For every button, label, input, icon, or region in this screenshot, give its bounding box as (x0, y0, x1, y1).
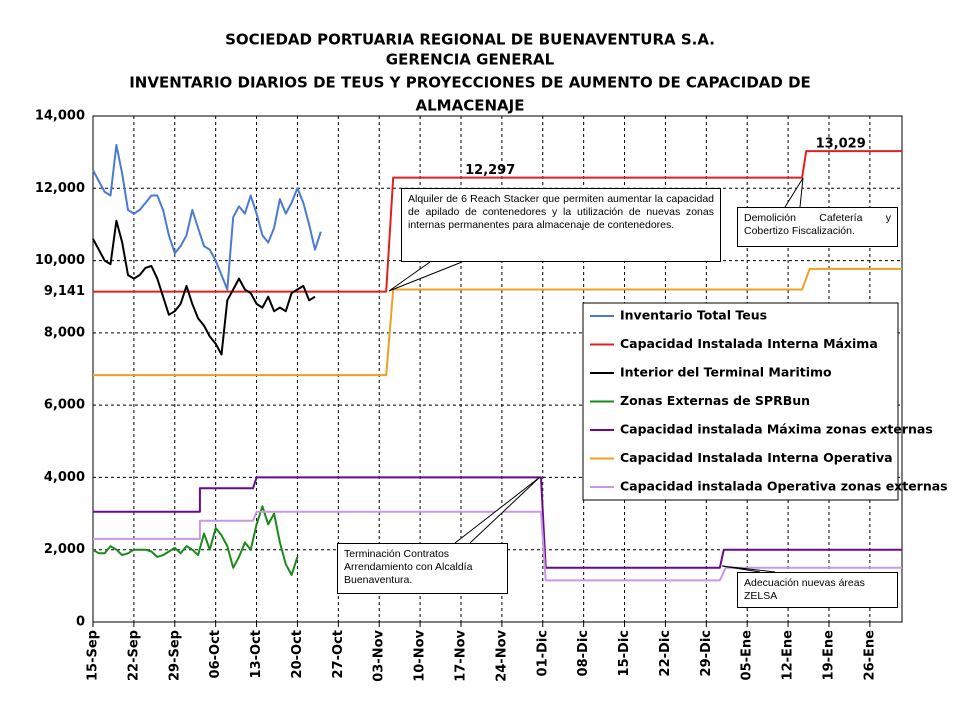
callout-pointer (388, 261, 463, 292)
plot-frame (92, 115, 903, 623)
y-tick-label: 2,000 (44, 542, 85, 557)
x-tick-label: 10-Nov (413, 629, 428, 681)
chart-title: INVENTARIO DIARIOS DE TEUS Y PROYECCIONE… (129, 74, 811, 92)
legend-label: Capacidad Instalada Interna Máxima (620, 336, 878, 351)
chart-title: SOCIEDAD PORTUARIA REGIONAL DE BUENAVENT… (225, 31, 715, 49)
x-tick-label: 15-Dic (617, 630, 632, 676)
x-tick-label: 17-Nov (453, 629, 468, 681)
chart-title: ALMACENAJE (416, 97, 525, 115)
callout: Terminación Contratos Arrendamiento con … (337, 543, 508, 594)
y-tick-label: 0 (76, 615, 85, 630)
legend-box (582, 302, 899, 501)
series-line (93, 267, 902, 377)
legend-label: Capacidad Instalada Interna Operativa (620, 450, 893, 465)
x-tick-label: 12-Ene (781, 630, 796, 681)
x-tick-label: 05-Ene (740, 630, 755, 681)
x-tick-label: 15-Sep (86, 630, 101, 681)
legend-label: Interior del Terminal Maritimo (620, 365, 832, 380)
x-tick-label: 29-Dic (699, 630, 714, 676)
x-tick-label: 01-Dic (535, 630, 550, 676)
x-tick-label: 22-Sep (126, 630, 141, 681)
x-tick-label: 19-Ene (821, 630, 836, 681)
y-tick-label: 10,000 (35, 253, 85, 268)
series-line (93, 510, 902, 582)
y-tick-label: 8,000 (44, 325, 85, 340)
data-label: 13,029 (816, 137, 866, 152)
callout: Demolición Cafetería y Cobertizo Fiscali… (737, 207, 898, 247)
callout-pointer (784, 177, 804, 208)
y-tick-label: 14,000 (35, 109, 85, 124)
x-tick-label: 08-Dic (576, 630, 591, 676)
legend-label: Zonas Externas de SPRBun (620, 393, 810, 408)
callout-pointer (454, 476, 541, 544)
series-line (93, 476, 902, 569)
x-tick-label: 27-Oct (331, 630, 346, 678)
legend-label: Capacidad instalada Máxima zonas externa… (620, 422, 933, 437)
x-tick-label: 06-Oct (208, 630, 223, 678)
x-tick-label: 29-Sep (167, 630, 182, 681)
legend-label: Inventario Total Teus (620, 308, 767, 323)
x-tick-label: 22-Dic (658, 630, 673, 676)
callout-pointer (721, 565, 776, 573)
x-tick-label: 20-Oct (290, 630, 305, 678)
legend-label: Capacidad instalada Operativa zonas exte… (620, 479, 948, 494)
x-tick-label: 13-Oct (249, 630, 264, 678)
data-label: 12,297 (465, 163, 515, 178)
y-tick-label: 6,000 (44, 398, 85, 413)
series-line (93, 150, 902, 293)
series-line (92, 143, 322, 291)
callout: Alquiler de 6 Reach Stacker que permiten… (401, 188, 721, 262)
data-label: 9,141 (44, 284, 85, 299)
legend: Inventario Total Teus Capacidad Instalada… (582, 302, 948, 501)
series-line (92, 505, 299, 576)
callout: Adecuación nuevas áreas ZELSA (737, 572, 898, 608)
y-tick-label: 12,000 (35, 181, 85, 196)
x-tick-label: 03-Nov (372, 629, 387, 681)
x-tick-label: 26-Ene (862, 630, 877, 681)
series-line (92, 219, 316, 356)
x-tick-label: 24-Nov (494, 629, 509, 681)
chart-title: GERENCIA GENERAL (386, 51, 555, 69)
y-tick-label: 4,000 (44, 470, 85, 485)
